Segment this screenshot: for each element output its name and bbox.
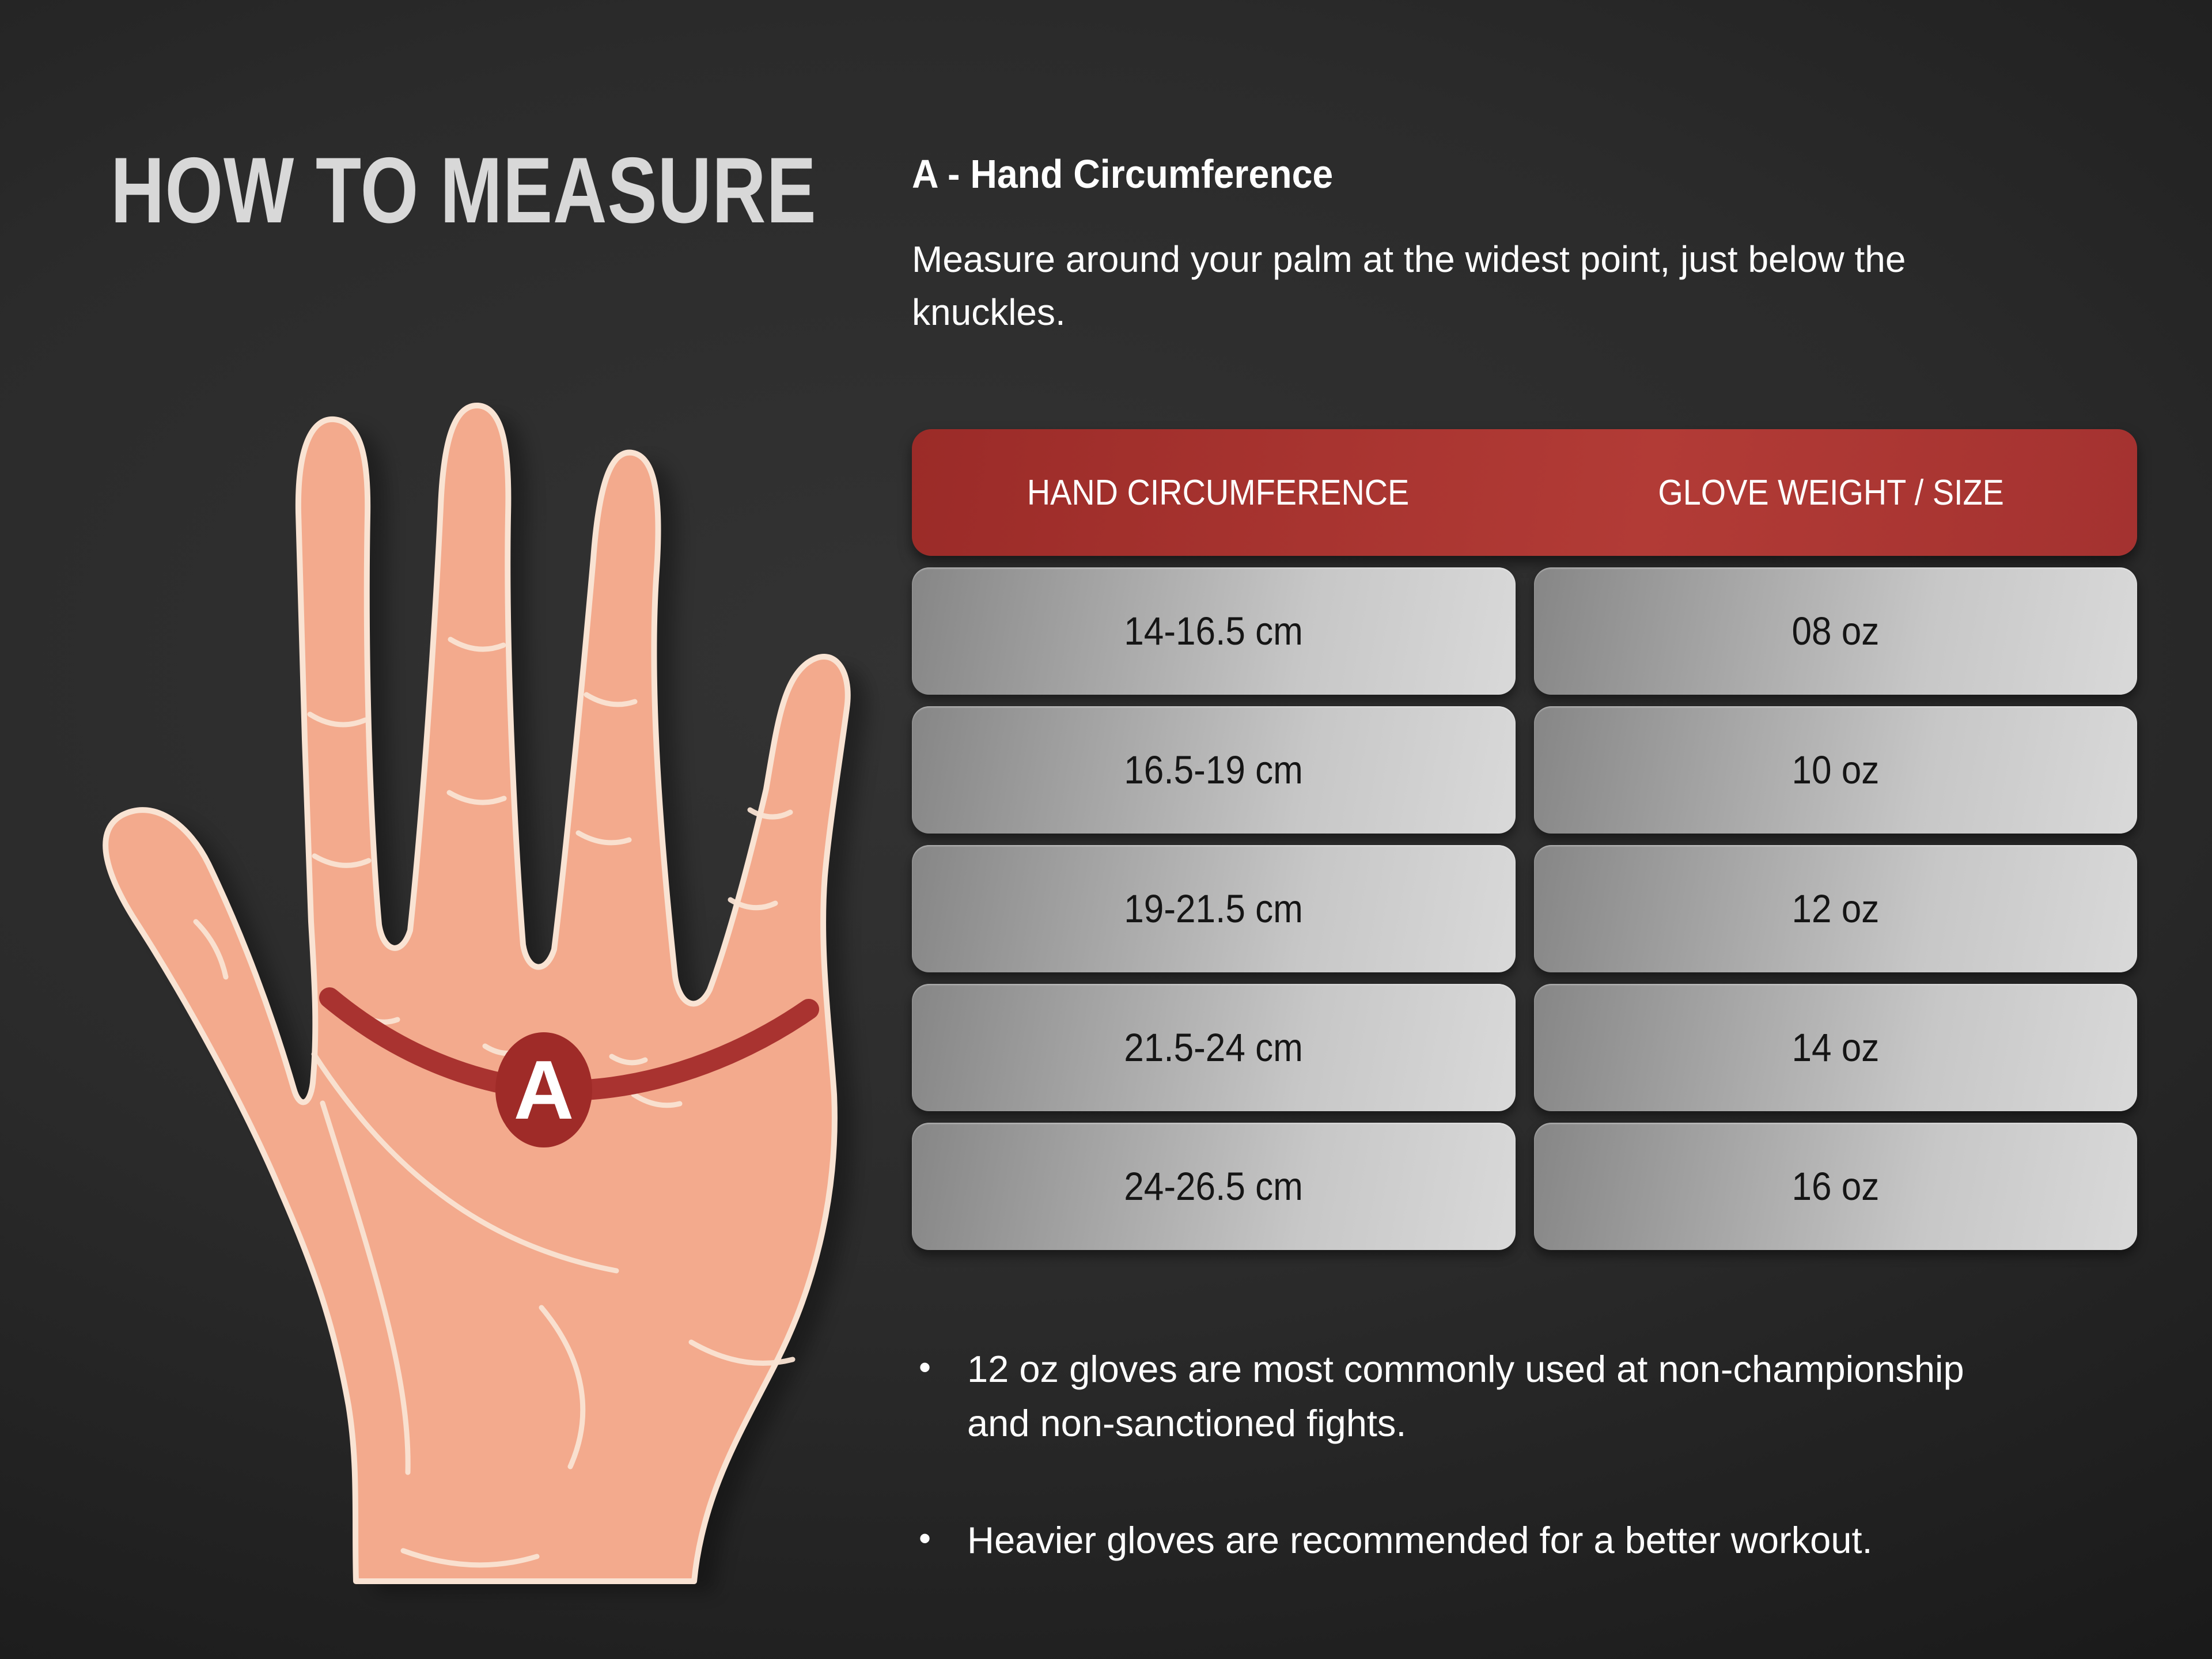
- cell-value: 14 oz: [1791, 1025, 1880, 1070]
- note-item: • 12 oz gloves are most commonly used at…: [919, 1342, 2209, 1450]
- cell-value: 19-21.5 cm: [1124, 887, 1304, 931]
- table-row: 24-26.5 cm 16 oz: [912, 1123, 2137, 1250]
- cell-value: 10 oz: [1791, 748, 1880, 792]
- cell-value: 12 oz: [1791, 887, 1880, 931]
- bullet-icon: •: [919, 1519, 931, 1558]
- note-item: • Heavier gloves are recommended for a b…: [919, 1513, 2209, 1567]
- cell-value: 08 oz: [1791, 609, 1880, 653]
- hand-shape: [103, 402, 851, 1584]
- size-cell: 14 oz: [1533, 984, 2137, 1111]
- section-description: Measure around your palm at the widest p…: [912, 238, 1906, 334]
- table-header-row: HAND CIRCUMFERENCE GLOVE WEIGHT / SIZE: [912, 429, 2137, 556]
- circumference-cell: 14-16.5 cm: [912, 567, 1516, 695]
- header-hand-circumference: HAND CIRCUMFERENCE: [912, 429, 1525, 556]
- table-row: 21.5-24 cm 14 oz: [912, 984, 2137, 1111]
- instructions: A - Hand Circumference Measure around yo…: [912, 151, 2179, 339]
- table-row: 16.5-19 cm 10 oz: [912, 706, 2137, 834]
- cell-value: 16 oz: [1791, 1164, 1880, 1209]
- cell-value: 24-26.5 cm: [1124, 1164, 1304, 1209]
- circumference-cell: 24-26.5 cm: [912, 1123, 1516, 1250]
- table-row: 19-21.5 cm 12 oz: [912, 845, 2137, 972]
- notes-list: • 12 oz gloves are most commonly used at…: [919, 1342, 2209, 1631]
- circumference-cell: 19-21.5 cm: [912, 845, 1516, 972]
- size-cell: 08 oz: [1533, 567, 2137, 695]
- header-label: GLOVE WEIGHT / SIZE: [1658, 472, 2004, 513]
- section-heading: A - Hand Circumference: [912, 151, 1334, 196]
- bullet-icon: •: [919, 1348, 931, 1387]
- measure-marker-label: A: [514, 1043, 574, 1137]
- page-title: HOW TO MEASURE: [111, 138, 817, 243]
- note-text: 12 oz gloves are most commonly used at n…: [967, 1348, 1964, 1444]
- circumference-cell: 21.5-24 cm: [912, 984, 1516, 1111]
- size-cell: 12 oz: [1533, 845, 2137, 972]
- circumference-cell: 16.5-19 cm: [912, 706, 1516, 834]
- header-glove-weight: GLOVE WEIGHT / SIZE: [1525, 429, 2138, 556]
- cell-value: 16.5-19 cm: [1124, 748, 1304, 792]
- cell-value: 21.5-24 cm: [1124, 1025, 1304, 1070]
- size-table: HAND CIRCUMFERENCE GLOVE WEIGHT / SIZE 1…: [912, 429, 2137, 1250]
- measure-marker: [495, 1032, 592, 1147]
- hand-illustration: A: [103, 402, 868, 1592]
- header-label: HAND CIRCUMFERENCE: [1027, 472, 1410, 513]
- size-cell: 10 oz: [1533, 706, 2137, 834]
- note-text: Heavier gloves are recommended for a bet…: [967, 1519, 1873, 1562]
- cell-value: 14-16.5 cm: [1124, 609, 1304, 653]
- table-row: 14-16.5 cm 08 oz: [912, 567, 2137, 695]
- size-cell: 16 oz: [1533, 1123, 2137, 1250]
